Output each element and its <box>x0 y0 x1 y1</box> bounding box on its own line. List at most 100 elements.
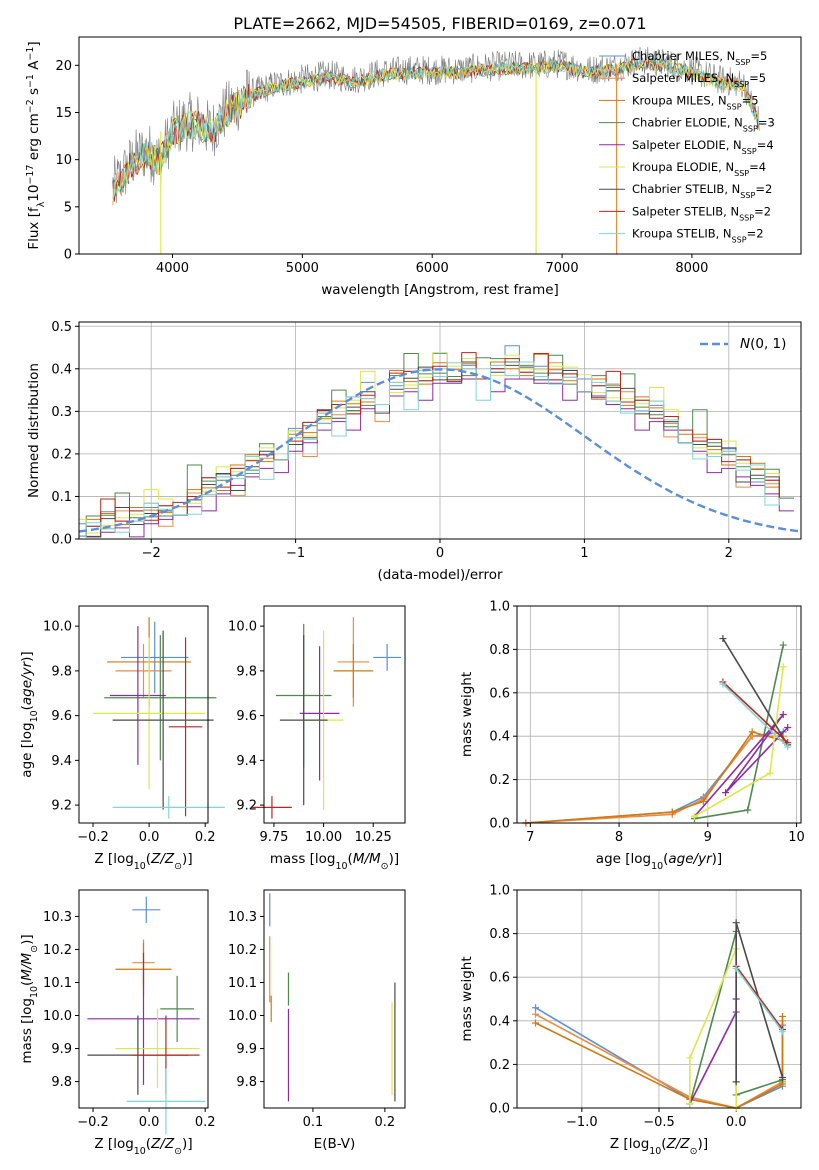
legend-subscript: SSP <box>734 169 749 178</box>
x-tick-label: 8 <box>615 830 623 845</box>
mass-vs-metallicity-panel: −0.2 0.0 0.29.89.910.010.110.210.3Z [log10… <box>19 889 216 1157</box>
y-tick-label: 0.5 <box>51 320 72 335</box>
legend-suffix: =5 <box>749 71 766 85</box>
y-tick-label: 9.6 <box>51 709 72 724</box>
label-part: λ <box>36 201 47 207</box>
x-tick-label: 10 <box>788 830 805 845</box>
y-tick-label: 0 <box>64 248 72 263</box>
label-part: E(B-V) <box>314 1136 356 1152</box>
label-part: 10 <box>134 861 146 872</box>
y-tick-label: 0.4 <box>51 362 72 377</box>
legend-text: Chabrier STELIB, N <box>632 182 740 196</box>
legend-text: Chabrier ELODIE, N <box>632 116 743 130</box>
y-tick-label: 9.4 <box>51 754 72 769</box>
legend-subscript: SSP <box>743 124 758 133</box>
y-tick-label: 9.2 <box>51 799 72 814</box>
mass-weight-marker <box>779 641 787 649</box>
label-part: Z [log <box>94 851 133 867</box>
legend-suffix: =5 <box>750 49 767 63</box>
label-part: )] <box>19 934 35 945</box>
axes-frame <box>263 605 406 824</box>
legend-subscript: SSP <box>732 235 747 244</box>
legend-subscript: SSP <box>739 213 754 222</box>
y-tick-label: 1.0 <box>489 884 510 899</box>
label-part: ⊙ <box>174 1146 182 1157</box>
mass-weight-marker <box>732 919 740 927</box>
legend-text: Kroupa MILES, N <box>632 93 727 107</box>
y-tick-label: 9.4 <box>236 754 257 769</box>
spectrum-panel: 4000 5000 6000 7000 8000 0 5 10 15 20 wavelength [… <box>25 36 802 298</box>
mass-weight-marker <box>784 743 792 751</box>
y-tick-label: 10.1 <box>228 976 257 991</box>
label-part: 10 <box>26 185 42 202</box>
x-tick-label: 0.2 <box>195 1115 216 1130</box>
y-tick-label: 0.8 <box>489 927 510 942</box>
legend-label: Chabrier ELODIE, NSSP=3 <box>632 116 775 134</box>
x-tick-label: −0.2 <box>77 1115 109 1130</box>
x-axis-label: mass [log10(M/M⊙)] <box>270 851 399 872</box>
mass-weight-marker <box>778 1028 786 1036</box>
label-part: Z/Z <box>150 1136 175 1152</box>
axes-frame <box>263 889 406 1109</box>
x-tick-label: 0.0 <box>726 1115 747 1130</box>
label-part: ⊙ <box>29 945 40 953</box>
y-tick-label: 10.2 <box>228 943 257 958</box>
legend-subscript: SSP <box>734 80 749 89</box>
label-part: )] <box>19 651 35 662</box>
spectrum-model-line <box>112 56 760 199</box>
label-part: ( <box>146 1136 151 1152</box>
label-part: Z/Z <box>150 851 175 867</box>
x-tick-label: 0.0 <box>139 830 160 845</box>
label-part: Z [log <box>94 1136 133 1152</box>
y-tick-label: 10.0 <box>228 620 257 635</box>
x-tick-label: 0.2 <box>195 830 216 845</box>
mass-weight-series <box>693 713 789 818</box>
mass-weight-series <box>735 968 784 1033</box>
histogram-series <box>79 353 794 537</box>
residual-histogram-panel: −2 −1 0 1 2 0.0 0.1 0.2 0.3 0.4 0.5 N(0, 1) (data-mo… <box>26 320 802 583</box>
label-part: 10 <box>29 710 40 722</box>
label-part: 10 <box>134 1146 146 1157</box>
mass-weight-marker <box>766 769 774 777</box>
mass-weight-marker <box>732 1078 740 1086</box>
histogram-series <box>79 361 794 537</box>
y-axis-label: mass [log10(M/M⊙)] <box>19 934 40 1063</box>
mass-weight-series <box>722 681 789 744</box>
y-tick-label: 10.3 <box>43 910 72 925</box>
legend-label: N(0, 1) <box>740 336 786 352</box>
x-tick-label: 0 <box>436 546 444 561</box>
mass-weight-marker <box>778 1073 786 1081</box>
mass-weight-marker <box>699 797 707 805</box>
y-tick-label: 9.6 <box>236 709 257 724</box>
histogram-series <box>79 352 794 534</box>
mass-weight-series <box>735 965 784 1030</box>
mass-weight-marker <box>722 789 730 797</box>
x-tick-label: 0.0 <box>139 1115 160 1130</box>
mass-weight-marker <box>784 724 792 732</box>
legend-label: Kroupa ELODIE, NSSP=4 <box>632 160 766 178</box>
y-tick-label: 10.1 <box>43 976 72 991</box>
x-axis-label: Z [log10(Z/Z⊙)] <box>94 851 192 872</box>
mass-weight-series <box>722 683 789 748</box>
label-part: N <box>740 336 750 352</box>
x-tick-label: 6000 <box>416 261 449 276</box>
mass-weight-marker <box>779 663 787 671</box>
y-tick-label: 0.0 <box>489 817 510 832</box>
legend-label: Salpeter MILES, NSSP=5 <box>632 71 766 89</box>
legend-text: Kroupa STELIB, N <box>632 227 732 241</box>
y-axis-label: mass weight <box>459 956 475 1041</box>
y-tick-label: 0.2 <box>51 447 72 462</box>
x-tick-label: 5000 <box>286 261 319 276</box>
legend-label: Chabrier STELIB, NSSP=2 <box>632 182 772 200</box>
y-tick-label: 0.4 <box>489 730 510 745</box>
mass-weight-marker <box>532 1004 540 1012</box>
x-axis-label: age [log10(age/yr)] <box>596 851 722 872</box>
label-part: )] <box>182 851 193 867</box>
x-tick-label: 10.25 <box>355 830 392 845</box>
label-part: ( <box>146 851 151 867</box>
normal-curve <box>78 368 802 533</box>
legend-suffix: =3 <box>758 116 775 130</box>
legend-label: Chabrier MILES, NSSP=5 <box>632 49 767 67</box>
label-part: 10 <box>29 986 40 998</box>
x-axis-label: (data-model)/error <box>377 567 503 583</box>
